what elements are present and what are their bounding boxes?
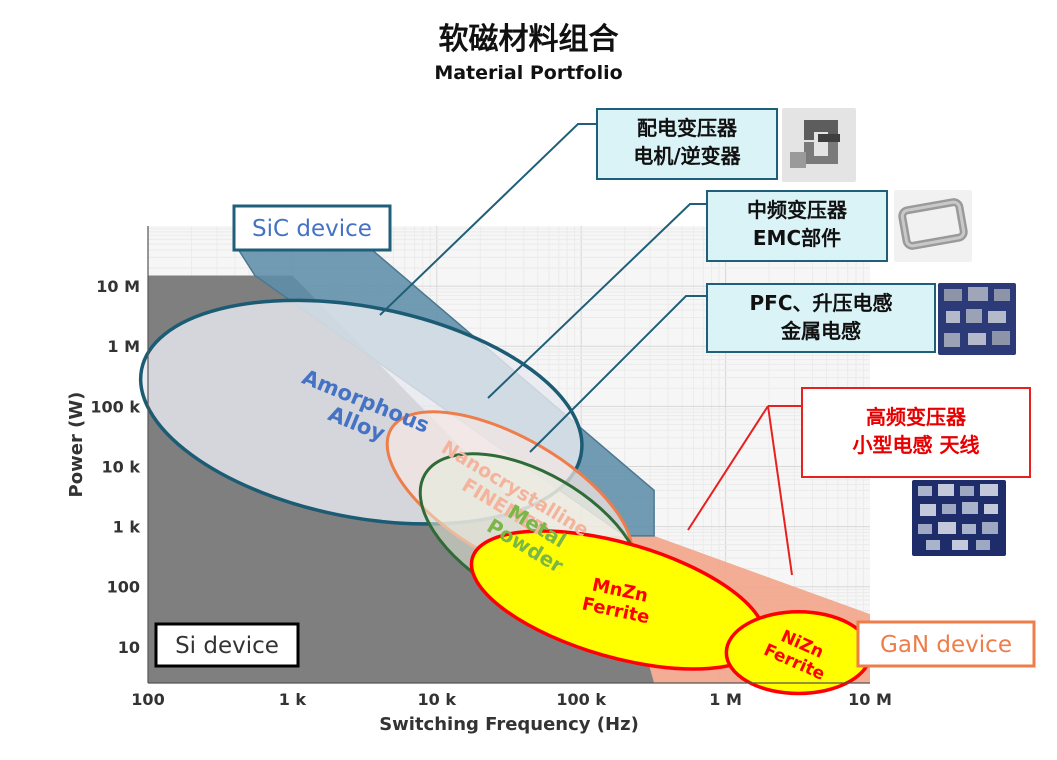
callout-line: 高频变压器	[866, 405, 966, 429]
x-tick-label: 1 k	[279, 690, 307, 709]
cut-core-photo	[782, 108, 856, 182]
metal-inductor-photo	[938, 283, 1016, 355]
callout-line: EMC部件	[752, 226, 842, 250]
region-label-sic-device: SiC device	[252, 216, 372, 242]
callout-line: 电机/逆变器	[633, 144, 741, 168]
callout-leader-line	[379, 123, 596, 316]
region-label-gan-device: GaN device	[880, 632, 1012, 658]
y-tick-label: 10 M	[96, 277, 140, 296]
region-label-box	[154, 622, 300, 668]
y-axis-title: Power (W)	[66, 392, 87, 498]
chart-title: 软磁材料组合	[438, 22, 619, 57]
callout-pfc-inductor: PFC、升压电感 金属电感	[706, 283, 936, 353]
x-tick-label: 100	[131, 690, 164, 709]
callout-leader-line	[487, 203, 706, 399]
chart-subtitle: Material Portfolio	[434, 62, 623, 84]
callout-distribution-transformer: 配电变压器 电机/逆变器	[596, 108, 778, 180]
y-tick-label: 100 k	[90, 397, 140, 416]
callout-line: 中频变压器	[747, 198, 847, 222]
y-tick-label: 1 k	[113, 518, 141, 537]
callout-leader-line	[767, 405, 793, 576]
callout-leader-line	[687, 405, 769, 531]
callout-leader-line	[529, 295, 706, 453]
y-tick-label: 10	[118, 638, 140, 657]
y-tick-label: 10 k	[102, 457, 141, 476]
region-label-box	[856, 620, 1036, 668]
callout-high-frequency-transformer: 高频变压器 小型电感 天线	[801, 387, 1031, 478]
x-axis-title: Switching Frequency (Hz)	[379, 714, 639, 735]
x-tick-label: 10 k	[418, 690, 457, 709]
callout-mid-frequency-transformer: 中频变压器 EMC部件	[706, 190, 888, 262]
ferrite-parts-photo	[912, 480, 1006, 556]
y-tick-label: 100	[107, 578, 140, 597]
x-tick-label: 10 M	[848, 690, 892, 709]
region-label-si-device: Si device	[175, 633, 279, 659]
rectangular-core-photo	[894, 190, 972, 262]
callout-line: 配电变压器	[637, 116, 737, 140]
region-label-box	[232, 204, 392, 252]
x-tick-label: 1 M	[709, 690, 742, 709]
callout-line: 金属电感	[781, 319, 861, 343]
x-tick-label: 100 k	[556, 690, 606, 709]
callout-line: 小型电感 天线	[852, 433, 980, 457]
y-tick-label: 1 M	[107, 337, 140, 356]
callout-line: PFC、升压电感	[749, 291, 893, 315]
